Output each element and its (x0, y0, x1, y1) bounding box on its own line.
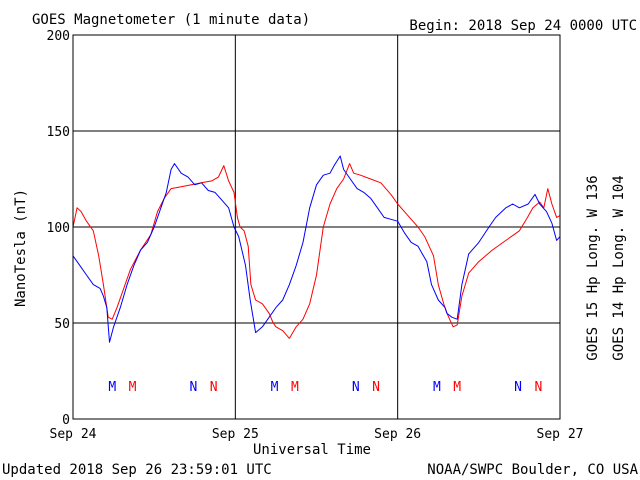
x-tick-label: Sep 25 (212, 427, 259, 442)
series-lines (72, 155, 561, 343)
marker-m: M (291, 380, 299, 395)
credit: NOAA/SWPC Boulder, CO USA (427, 462, 638, 478)
marker-n: N (352, 380, 360, 395)
chart-title: GOES Magnetometer (1 minute data) (32, 12, 310, 28)
y-tick-label: 50 (54, 317, 70, 332)
marker-m: M (453, 380, 461, 395)
marker-n: N (189, 380, 197, 395)
series-goes14-line (72, 155, 561, 343)
marker-n: N (514, 380, 522, 395)
marker-n: N (210, 380, 218, 395)
x-axis-label: Universal Time (253, 442, 371, 458)
x-tick-label: Sep 26 (374, 427, 421, 442)
marker-m: M (129, 380, 137, 395)
plot-frame (72, 34, 561, 420)
y-tick-label: 100 (47, 221, 70, 236)
marker-m: M (433, 380, 441, 395)
y-axis-label: NanoTesla (nT) (13, 189, 29, 307)
y-tick-label: 150 (47, 125, 70, 140)
series-goes15-line (72, 163, 561, 339)
updated-time: Updated 2018 Sep 26 23:59:01 UTC (2, 462, 272, 478)
x-axis-ticks: Sep 24 Sep 25 Sep 26 Sep 27 (50, 427, 584, 442)
y-axis-ticks: 0 50 100 150 200 (47, 29, 70, 428)
marker-m: M (271, 380, 279, 395)
marker-n: N (372, 380, 380, 395)
begin-time: Begin: 2018 Sep 24 0000 UTC (409, 18, 637, 34)
marker-m: M (108, 380, 116, 395)
grid-lines (73, 35, 560, 419)
x-tick-label: Sep 27 (537, 427, 584, 442)
legend-goes14: GOES 14 Hp Long. W 104 (611, 175, 627, 360)
y-tick-label: 200 (47, 29, 70, 44)
y-tick-label: 0 (62, 413, 70, 428)
marker-n: N (534, 380, 542, 395)
legend-goes15: GOES 15 Hp Long. W 136 (585, 175, 601, 360)
x-tick-label: Sep 24 (50, 427, 97, 442)
